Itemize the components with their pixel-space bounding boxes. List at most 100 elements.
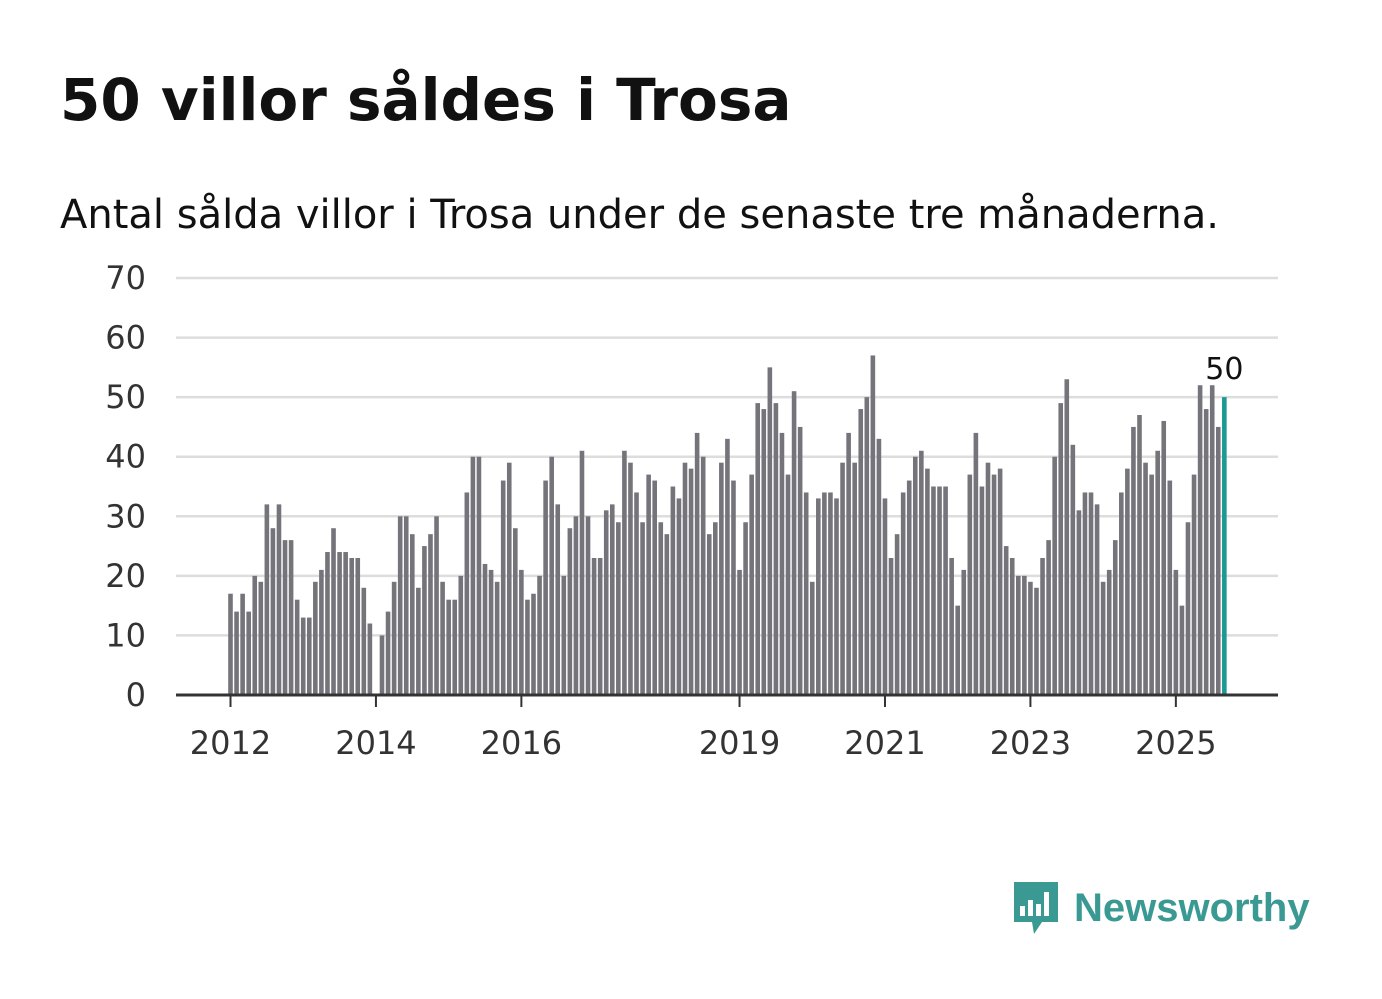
bar bbox=[834, 498, 839, 695]
bar bbox=[458, 575, 464, 695]
bar bbox=[912, 456, 918, 695]
bar bbox=[640, 522, 645, 695]
bar bbox=[1119, 492, 1124, 695]
bar bbox=[749, 474, 754, 695]
bar bbox=[973, 432, 979, 695]
bar bbox=[422, 546, 427, 695]
bar bbox=[1203, 409, 1209, 695]
x-tick-label: 2025 bbox=[1135, 724, 1216, 762]
bar bbox=[1088, 492, 1094, 695]
bar bbox=[597, 557, 603, 695]
bar bbox=[682, 462, 688, 695]
bar bbox=[694, 432, 700, 695]
bar bbox=[688, 468, 694, 695]
bar bbox=[331, 528, 336, 695]
bar bbox=[609, 504, 615, 695]
newsworthy-logo: Newsworthy bbox=[1010, 878, 1310, 938]
chart-title: 50 villor såldes i Trosa bbox=[60, 66, 792, 134]
bar bbox=[1155, 450, 1160, 695]
bar bbox=[858, 409, 864, 695]
bar bbox=[313, 581, 318, 695]
bar bbox=[1215, 426, 1221, 695]
bar bbox=[1046, 540, 1051, 695]
bar bbox=[773, 403, 779, 695]
bar bbox=[1070, 444, 1076, 695]
bar bbox=[410, 534, 415, 695]
bar bbox=[367, 623, 373, 695]
bar bbox=[876, 438, 882, 695]
bar bbox=[828, 492, 833, 695]
bar bbox=[379, 635, 385, 695]
bar bbox=[652, 480, 657, 695]
bar bbox=[779, 432, 785, 695]
bar bbox=[361, 587, 367, 695]
bar bbox=[264, 504, 270, 695]
bar bbox=[464, 492, 470, 695]
bar bbox=[809, 581, 815, 695]
bar bbox=[731, 480, 736, 695]
bar bbox=[700, 456, 706, 695]
bar bbox=[894, 534, 900, 695]
bar bbox=[549, 456, 554, 695]
bar bbox=[616, 522, 621, 695]
bar bbox=[294, 599, 300, 695]
bar bbox=[1149, 474, 1154, 695]
bar bbox=[355, 557, 361, 695]
bar bbox=[1197, 385, 1203, 695]
y-tick-label: 10 bbox=[105, 616, 146, 654]
bar bbox=[1009, 557, 1015, 695]
bar bbox=[882, 498, 888, 695]
bar bbox=[525, 599, 530, 695]
bar bbox=[1040, 557, 1045, 695]
y-tick-label: 30 bbox=[105, 497, 146, 535]
bar bbox=[664, 534, 670, 695]
bar bbox=[403, 516, 409, 695]
bar bbox=[622, 450, 627, 695]
bar bbox=[240, 593, 245, 695]
bar bbox=[1112, 540, 1118, 695]
y-tick-label: 40 bbox=[105, 438, 146, 476]
bar bbox=[428, 534, 433, 695]
bar bbox=[1076, 510, 1082, 695]
bar bbox=[440, 581, 445, 695]
bar bbox=[706, 534, 712, 695]
bar bbox=[488, 569, 494, 695]
bar bbox=[1179, 605, 1185, 695]
last-value-label: 50 bbox=[1205, 352, 1243, 387]
bar bbox=[797, 426, 803, 695]
x-tick-label: 2014 bbox=[335, 724, 416, 762]
bar bbox=[676, 498, 682, 695]
bar bbox=[579, 450, 585, 695]
y-tick-label: 70 bbox=[105, 259, 146, 297]
bar bbox=[561, 575, 567, 695]
bar bbox=[949, 557, 954, 695]
bar bbox=[537, 575, 542, 695]
bar bbox=[258, 581, 264, 695]
bar bbox=[767, 367, 773, 695]
brand-name: Newsworthy bbox=[1074, 885, 1310, 930]
bar bbox=[1052, 456, 1057, 695]
bar bbox=[506, 462, 512, 695]
bar bbox=[743, 522, 748, 695]
x-tick-label: 2012 bbox=[190, 724, 271, 762]
bar bbox=[416, 587, 421, 695]
bar bbox=[325, 552, 330, 695]
bar bbox=[803, 492, 809, 695]
bar bbox=[252, 575, 258, 695]
bar bbox=[658, 522, 664, 695]
bar bbox=[1167, 480, 1173, 695]
bar bbox=[482, 563, 488, 695]
bar bbox=[919, 450, 924, 695]
bar bbox=[306, 617, 312, 695]
bar bbox=[888, 557, 894, 695]
bar bbox=[906, 480, 912, 695]
bar bbox=[337, 552, 342, 695]
bar bbox=[943, 486, 948, 695]
bar bbox=[603, 510, 609, 695]
bar bbox=[900, 492, 906, 695]
bar bbox=[282, 540, 288, 695]
x-tick-label: 2021 bbox=[844, 724, 925, 762]
bar bbox=[997, 468, 1003, 695]
bar bbox=[1082, 492, 1088, 695]
newsworthy-logo-icon bbox=[1014, 882, 1058, 934]
